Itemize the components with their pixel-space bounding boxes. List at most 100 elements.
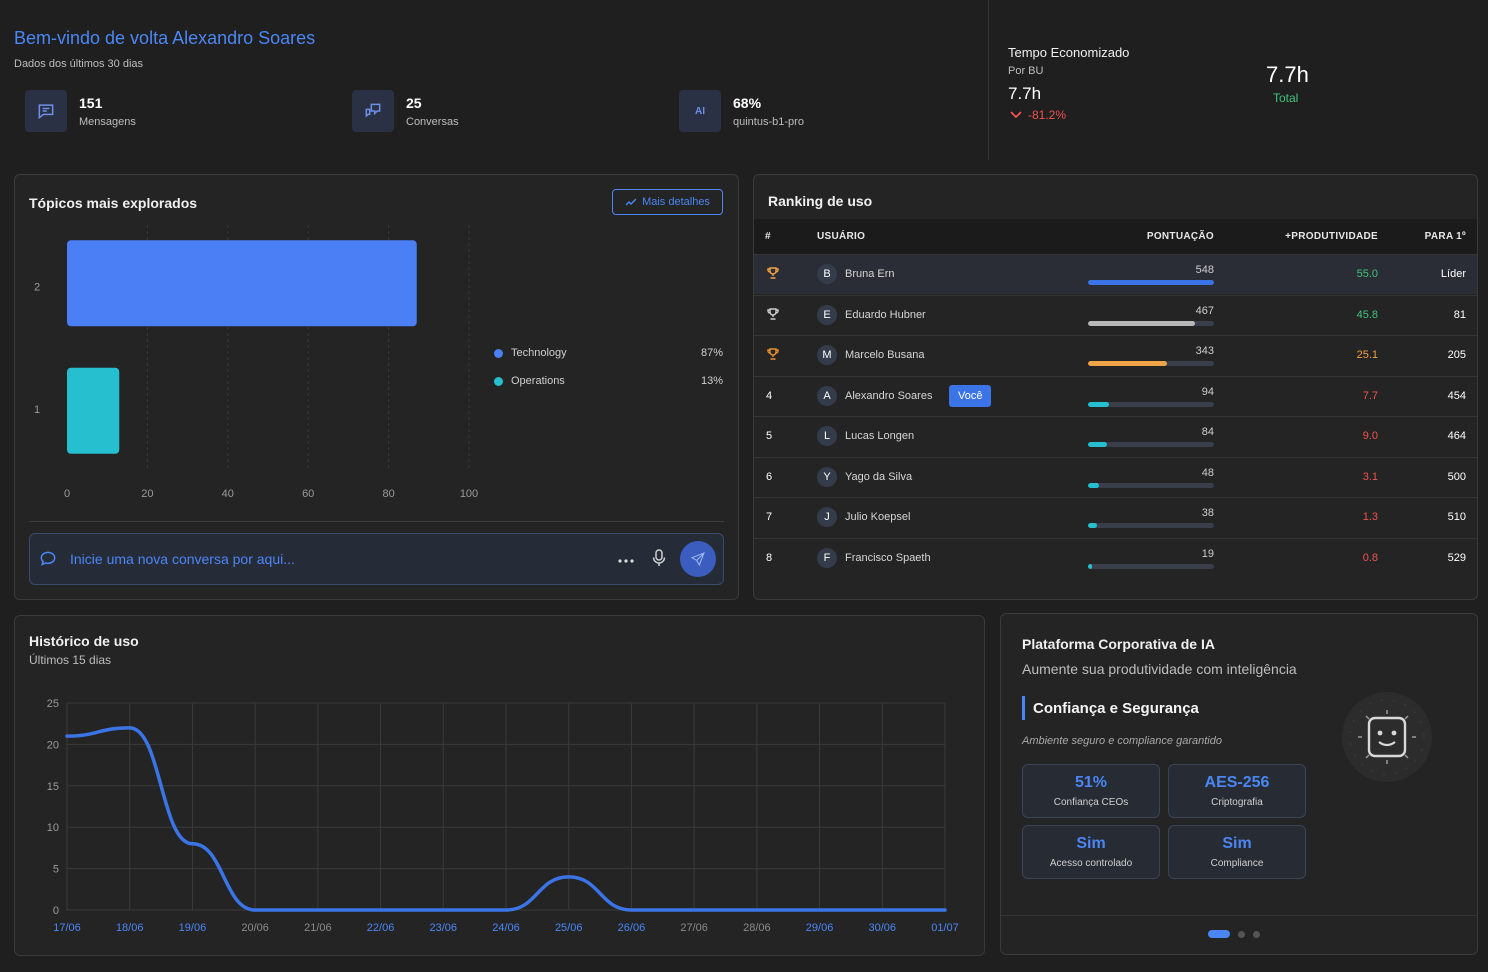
time-saved-total-label: Total xyxy=(1273,91,1299,105)
to-first-value: 464 xyxy=(1447,430,1466,442)
y-tick-label: 20 xyxy=(47,739,59,751)
topics-card: Tópicos mais explorados Mais detalhes 0 2… xyxy=(14,174,739,600)
col-score: PONTUAÇÃO xyxy=(1146,231,1214,242)
user-name: Julio Koepsel xyxy=(845,511,911,523)
trophy-icon xyxy=(767,348,779,360)
avatar: J xyxy=(817,507,837,527)
welcome-subtitle: Dados dos últimos 30 dias xyxy=(14,58,144,70)
legend-pct: 87% xyxy=(700,347,723,359)
user-name: Alexandro Soares xyxy=(845,389,933,402)
microphone-icon[interactable] xyxy=(652,548,666,570)
carousel-dot[interactable] xyxy=(1238,930,1245,938)
score-bar xyxy=(1088,280,1214,285)
ai-icon-text: AI xyxy=(695,105,705,117)
carousel-dot[interactable] xyxy=(1253,930,1260,938)
send-button[interactable] xyxy=(680,541,716,577)
legend-dot xyxy=(494,348,503,358)
divider xyxy=(29,521,724,522)
score-bar-fill xyxy=(1088,401,1110,407)
col-rank: # xyxy=(765,231,771,242)
x-tick-label: 28/06 xyxy=(743,922,771,934)
history-card: Histórico de uso Últimos 15 dias 0 5 10 15 2… xyxy=(14,615,985,956)
carousel-dot-active[interactable] xyxy=(1208,930,1230,938)
time-saved-value: 7.7h xyxy=(1008,84,1042,103)
stat-value: 25 xyxy=(406,94,422,111)
score-value: 467 xyxy=(1195,304,1214,317)
x-tick-label: 40 xyxy=(222,488,234,500)
score-bar xyxy=(1088,320,1214,326)
bar-1[interactable] xyxy=(67,367,120,454)
x-tick-label: 22/06 xyxy=(367,922,395,934)
chat-input[interactable]: Inicie uma nova conversa por aqui... xyxy=(29,533,724,585)
ranking-row[interactable]: 8 F Francisco Spaeth 19 0.8 529 xyxy=(754,537,1477,578)
score-bar-fill xyxy=(1088,320,1196,326)
platform-tile: AES-256 Criptografia xyxy=(1168,764,1306,818)
rank-number: 6 xyxy=(766,470,773,483)
score-value: 94 xyxy=(1201,385,1214,398)
score-bar-fill xyxy=(1088,482,1100,488)
y-tick-label: 1 xyxy=(34,404,40,416)
platform-title: Plataforma Corporativa de IA xyxy=(1022,636,1215,652)
legend-item: Technology xyxy=(494,347,567,359)
user-name: Eduardo Hubner xyxy=(845,308,926,321)
ranking-row[interactable]: M Marcelo Busana 343 25.1 205 xyxy=(754,335,1477,375)
stat-label: quintus-b1-pro xyxy=(733,115,804,128)
platform-subtitle: Aumente sua produtividade com inteligênc… xyxy=(1022,661,1297,677)
ranking-row[interactable]: 7 J Julio Koepsel 38 1.3 510 xyxy=(754,497,1477,537)
welcome-title: Bem-vindo de volta Alexandro Soares xyxy=(14,28,316,48)
x-tick-label: 23/06 xyxy=(430,922,458,934)
tile-label: Acesso controlado xyxy=(1049,858,1133,869)
ranking-row[interactable]: 5 L Lucas Longen 84 9.0 464 xyxy=(754,416,1477,456)
tile-label: Compliance xyxy=(1210,858,1264,869)
ranking-row[interactable]: 6 Y Yago da Silva 48 3.1 500 xyxy=(754,456,1477,497)
productivity-value: 25.1 xyxy=(1356,349,1378,361)
x-tick-label: 60 xyxy=(302,488,314,500)
more-details-label: Mais detalhes xyxy=(642,196,710,208)
score-bar xyxy=(1088,523,1214,528)
productivity-value: 55.0 xyxy=(1356,268,1378,280)
stat-messages: 151 Mensagens xyxy=(25,90,136,132)
productivity-value: 0.8 xyxy=(1362,551,1378,564)
avatar: A xyxy=(817,385,837,406)
ranking-row[interactable]: B Bruna Ern 548 55.0 Líder xyxy=(754,254,1477,294)
productivity-value: 7.7 xyxy=(1362,389,1378,402)
more-details-button[interactable]: Mais detalhes xyxy=(612,189,723,215)
trophy-icon xyxy=(767,307,779,320)
ai-icon: AI xyxy=(679,90,721,132)
chevron-down-icon xyxy=(1010,111,1022,119)
tile-value: 51% xyxy=(1074,774,1108,791)
chat-bubble-icon xyxy=(40,551,56,566)
ranking-row[interactable]: E Eduardo Hubner 467 45.8 81 xyxy=(754,294,1477,335)
bar-2[interactable] xyxy=(67,240,417,327)
score-bar xyxy=(1088,442,1214,447)
platform-tile: Sim Acesso controlado xyxy=(1022,825,1160,879)
tile-value: Sim xyxy=(1222,835,1252,852)
time-saved-by: Por BU xyxy=(1008,65,1044,77)
x-tick-label: 0 xyxy=(64,488,70,500)
conversations-icon xyxy=(352,90,394,132)
stat-value: 151 xyxy=(79,94,103,111)
history-subtitle: Últimos 15 dias xyxy=(29,653,112,667)
user-name: Bruna Ern xyxy=(845,268,895,280)
legend-label: Operations xyxy=(511,375,565,387)
to-first-value: 205 xyxy=(1447,349,1466,361)
user-name: Lucas Longen xyxy=(845,430,915,442)
score-bar-fill xyxy=(1088,523,1097,528)
rank-number: 4 xyxy=(766,389,773,402)
header-divider xyxy=(988,0,989,160)
more-options-icon[interactable] xyxy=(618,552,634,566)
x-tick-label: 24/06 xyxy=(492,922,520,934)
ranking-row[interactable]: 4 A Alexandro Soares Você 94 7.7 454 xyxy=(754,375,1477,416)
x-tick-label: 01/07 xyxy=(931,922,959,934)
score-value: 84 xyxy=(1201,426,1214,438)
to-first-value: 510 xyxy=(1447,511,1466,523)
time-saved-delta: -81.2% xyxy=(1010,108,1066,122)
legend-item: Operations xyxy=(494,375,565,387)
tile-value: AES-256 xyxy=(1204,774,1270,791)
platform-heading: Confiança e Segurança xyxy=(1022,696,1199,720)
col-user: USUÁRIO xyxy=(817,231,866,242)
usage-line[interactable] xyxy=(65,726,947,912)
chat-placeholder[interactable]: Inicie uma nova conversa por aqui... xyxy=(70,551,295,567)
to-first-value: 500 xyxy=(1447,470,1466,483)
tile-value: Sim xyxy=(1076,835,1106,852)
